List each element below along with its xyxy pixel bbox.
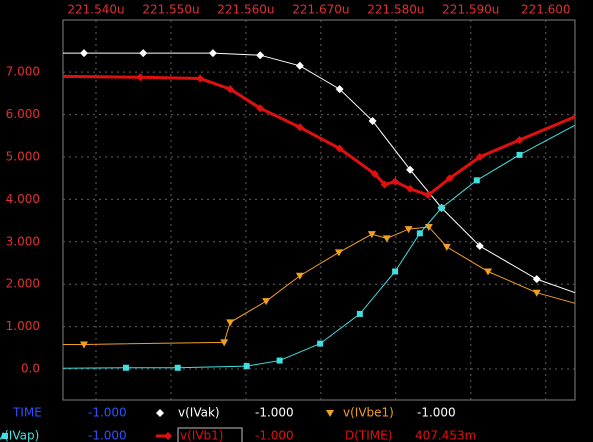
x-tick-label: 221.580u [367, 3, 424, 17]
legend-label: v(IVak) [178, 406, 220, 420]
trace-marker [532, 275, 541, 284]
trace-marker [475, 152, 484, 161]
trace-marker [122, 364, 129, 371]
trace-marker [380, 180, 389, 189]
y-tick-label: 7.000 [6, 65, 40, 79]
cursor-label: TIME [12, 406, 42, 420]
delta-value: 407.453m [415, 429, 476, 442]
trace-marker [174, 364, 181, 371]
trace [62, 124, 576, 369]
cursor-value: -1.000 [255, 406, 294, 420]
cursor-value: -1.000 [417, 406, 456, 420]
trace-marker [335, 85, 344, 94]
legend-label: v(IVbe1) [343, 406, 394, 420]
trace-marker [226, 85, 235, 94]
trace-marker [334, 249, 343, 257]
trace-marker [79, 341, 88, 349]
trace [63, 52, 576, 294]
plot-frame [62, 19, 576, 401]
x-tick-label: 221.540u [67, 3, 124, 17]
trace-marker [356, 310, 363, 317]
y-tick-label: 0.0 [21, 362, 40, 376]
trace-marker [516, 151, 523, 158]
trace-marker [256, 104, 265, 113]
trace-marker [262, 298, 271, 306]
trace-marker [139, 49, 148, 58]
trace-marker [276, 357, 283, 364]
legend-marker [164, 432, 172, 440]
x-tick-label: 221.560u [217, 3, 274, 17]
trace-marker [79, 49, 88, 58]
x-tick-label: 221.550u [142, 3, 199, 17]
legend-label: v(IVb1) [180, 429, 223, 442]
cursor-value: -1.000 [255, 429, 294, 442]
x-tick-label: 221.590u [442, 3, 499, 17]
y-tick-label: 5.000 [6, 149, 40, 163]
cursor-value: -1.000 [88, 429, 127, 442]
legend-marker [326, 410, 334, 417]
trace-marker [220, 339, 229, 347]
y-tick-label: 2.000 [6, 277, 40, 291]
trace-marker [208, 49, 217, 58]
delta-label: D(TIME) [345, 429, 392, 442]
trace-marker [532, 289, 541, 297]
legend-marker [2, 433, 8, 439]
trace-marker [392, 268, 399, 275]
trace-marker [335, 144, 344, 153]
trace-marker [416, 230, 423, 237]
trace-marker [404, 226, 413, 234]
legend-label: v(IVap) [0, 429, 39, 442]
trace-marker [295, 61, 304, 70]
selected-trace-box [177, 427, 243, 442]
trace-marker [445, 174, 454, 183]
trace-marker [317, 340, 324, 347]
trace-marker [243, 363, 250, 370]
trace [62, 74, 576, 197]
y-tick-label: 3.000 [6, 234, 40, 248]
trace-marker [442, 243, 451, 251]
trace-marker [136, 73, 145, 82]
trace-marker [226, 319, 235, 327]
trace-marker [196, 74, 205, 83]
trace-marker [473, 177, 480, 184]
trace-marker [368, 116, 377, 125]
trace-marker [515, 136, 524, 145]
trace-marker [367, 231, 376, 239]
trace-marker [382, 235, 391, 243]
trace-marker [406, 165, 415, 174]
x-tick-label: 221.600 [521, 3, 571, 17]
y-tick-label: 4.000 [6, 192, 40, 206]
cursor-value: -1.000 [88, 406, 127, 420]
trace-marker [424, 191, 433, 200]
trace-marker [295, 123, 304, 132]
trace-marker [438, 204, 445, 211]
y-tick-label: 6.000 [6, 107, 40, 121]
trace [63, 226, 576, 345]
trace-marker [295, 272, 304, 280]
x-tick-label: 221.670u [292, 3, 349, 17]
trace-marker [370, 169, 379, 178]
legend-marker [156, 409, 164, 417]
y-tick-label: 1.000 [6, 319, 40, 333]
trace-marker [406, 184, 415, 193]
trace-marker [484, 268, 493, 276]
trace-marker [256, 51, 265, 60]
trace-marker [475, 242, 484, 251]
trace-marker [391, 177, 400, 186]
